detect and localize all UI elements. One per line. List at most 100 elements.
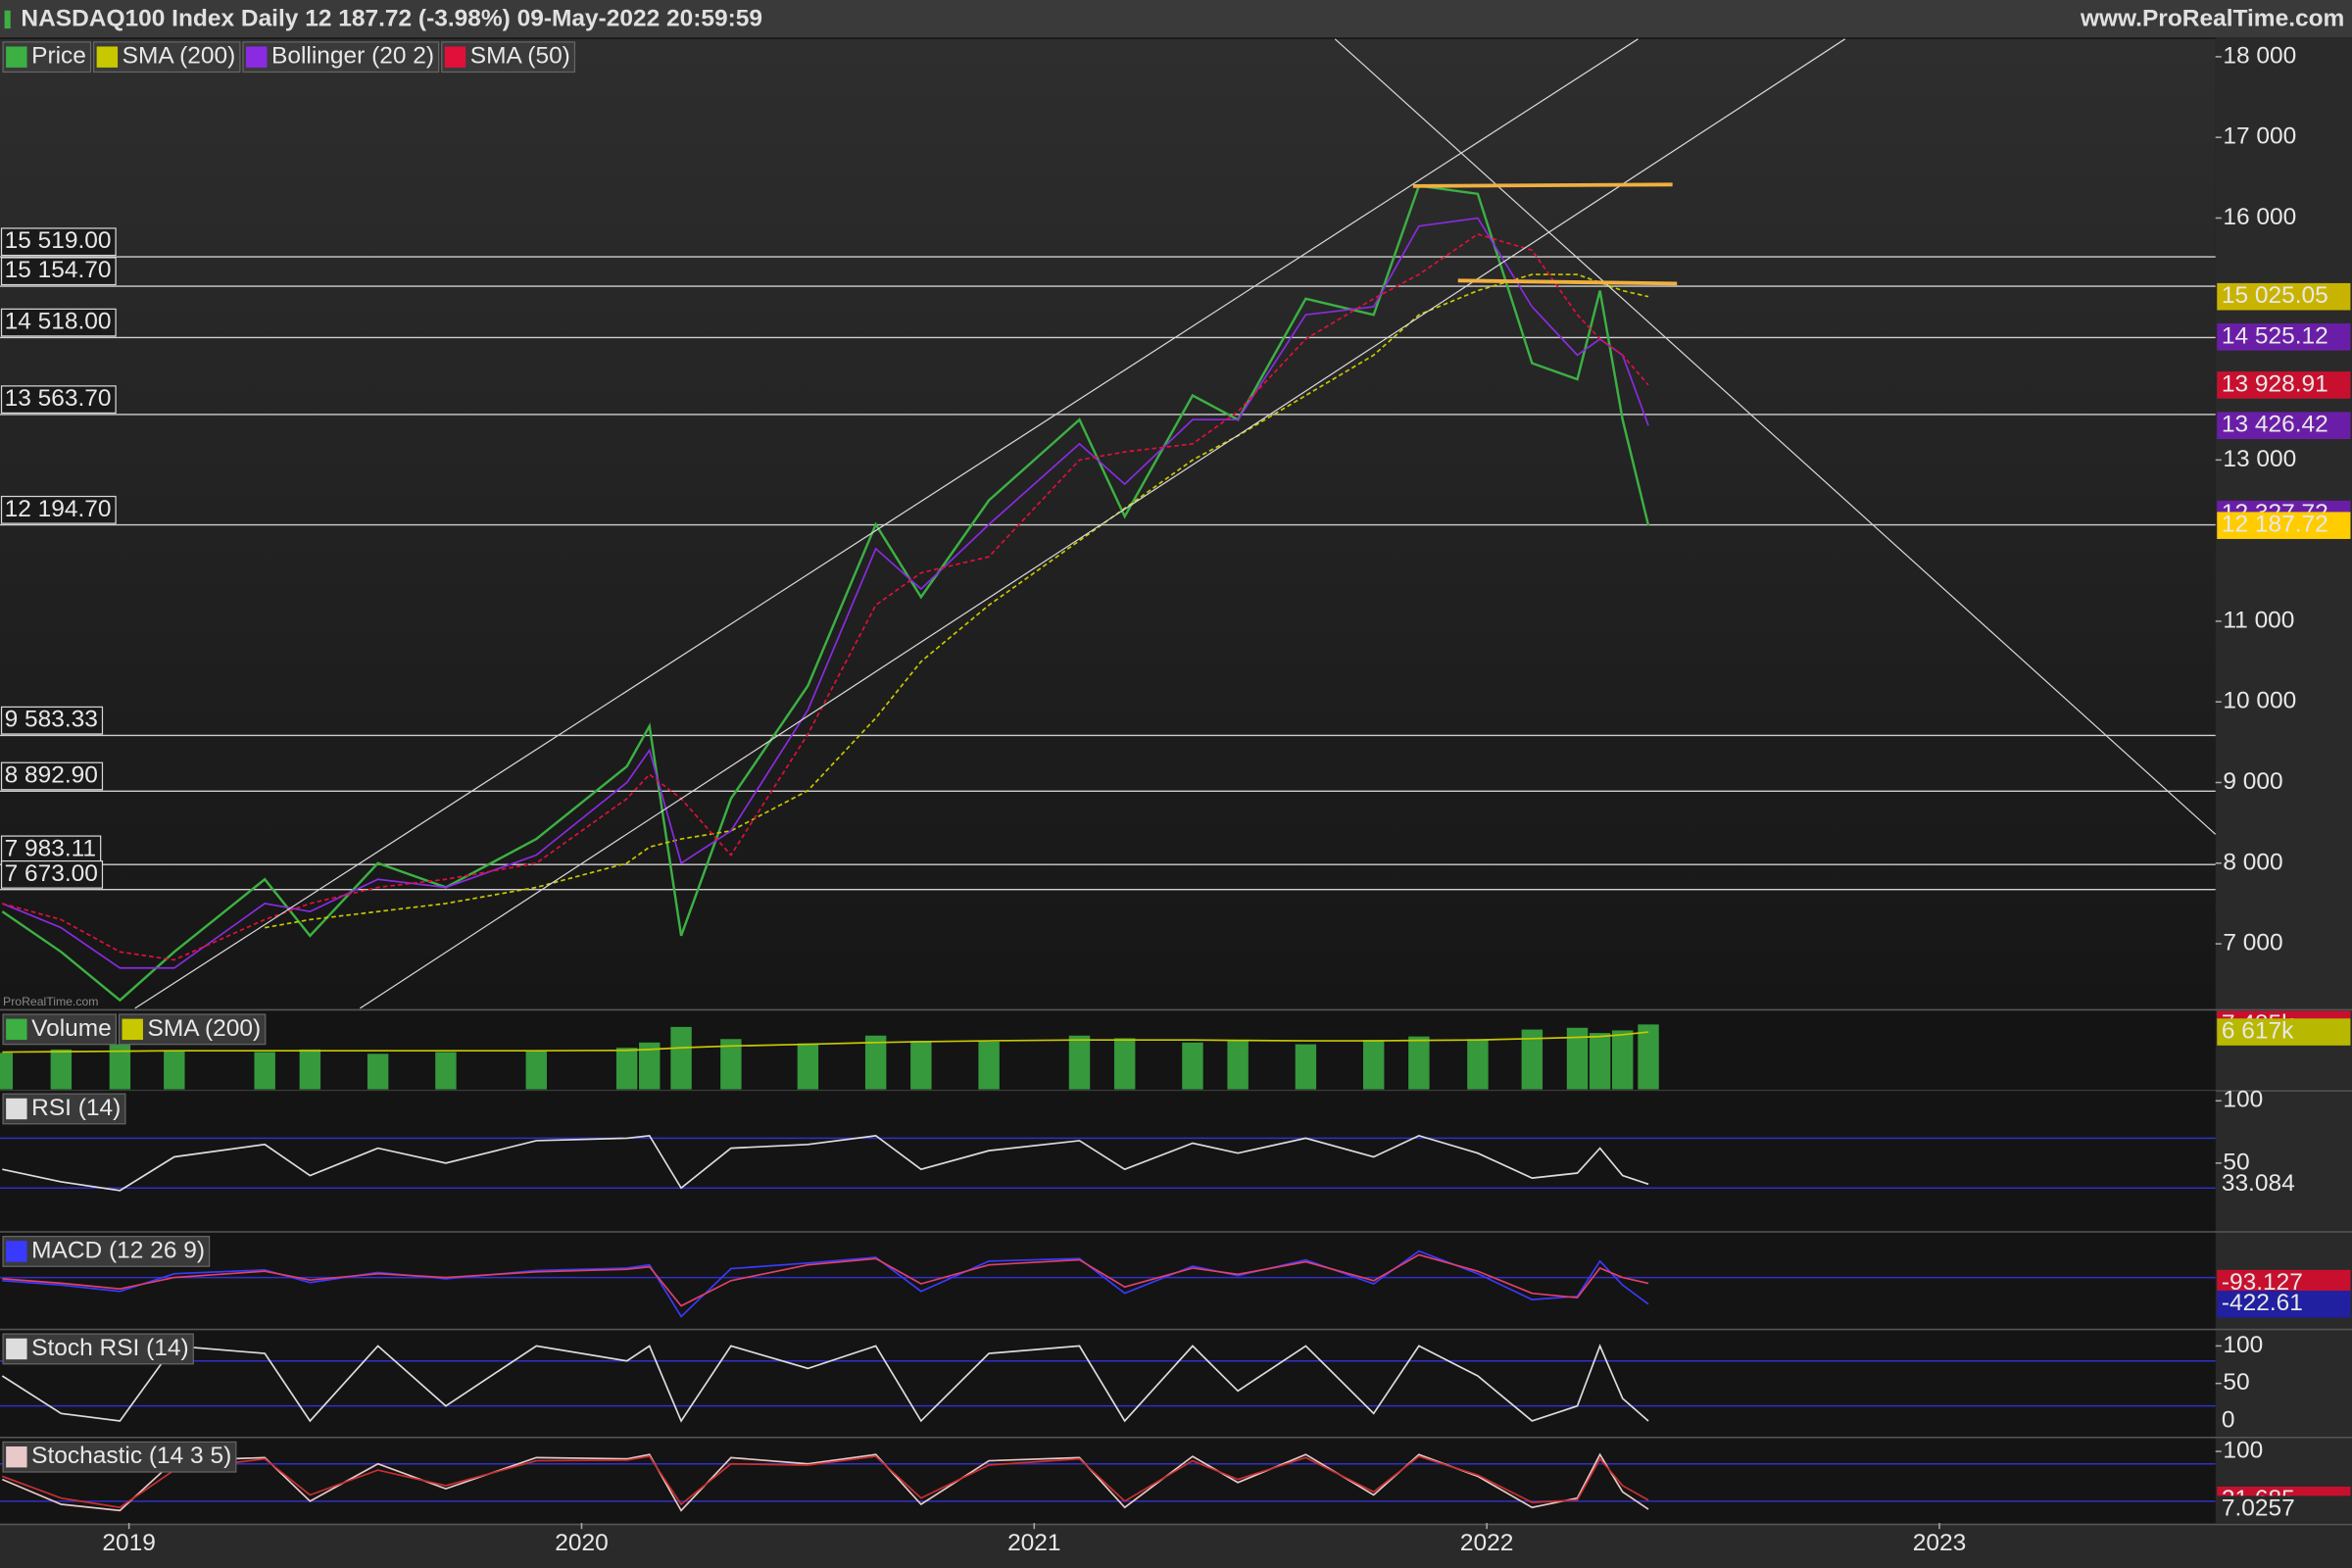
trend-line xyxy=(134,38,1639,1009)
panel-background xyxy=(0,1331,2216,1437)
drawings xyxy=(134,38,2217,1009)
site-name: www.ProRealTime.com xyxy=(2080,5,2344,31)
volume-bar xyxy=(1182,1042,1203,1090)
legend-box xyxy=(2,1236,211,1267)
resistance-line xyxy=(1412,182,1673,188)
level-label: 7 673.00 xyxy=(5,860,98,887)
legend-label: SMA (50) xyxy=(470,43,570,70)
x-tick-label: 2023 xyxy=(1913,1530,1966,1556)
watermark: ProRealTime.com xyxy=(3,995,98,1008)
chart-title: NASDAQ100 Index Daily 12 187.72 (-3.98%)… xyxy=(21,5,762,31)
level-label: 15 519.00 xyxy=(5,227,112,254)
legend-box xyxy=(92,41,241,74)
series-line xyxy=(2,1134,1649,1192)
series-line xyxy=(2,1250,1649,1318)
last-value-box xyxy=(2217,1170,2351,1199)
volume-bar xyxy=(670,1026,692,1090)
last-value-box xyxy=(2217,1495,2351,1523)
legend-box xyxy=(2,1441,237,1473)
level-label: 13 563.70 xyxy=(5,385,112,412)
volume-bar xyxy=(615,1048,638,1090)
volume-bar xyxy=(1589,1033,1611,1090)
legend-swatch xyxy=(96,46,119,68)
legend-swatch xyxy=(6,46,27,68)
last-value-label: 12 187.72 xyxy=(2222,512,2328,538)
volume-bar xyxy=(797,1043,819,1090)
y-tick-label: 100 xyxy=(2223,1087,2263,1113)
legend-swatch xyxy=(246,46,268,68)
level-label: 8 892.90 xyxy=(5,761,98,788)
legend-label: RSI (14) xyxy=(31,1095,121,1121)
last-value-label: 6 617k xyxy=(2222,1018,2294,1045)
series-line xyxy=(1,184,1650,1003)
last-value-label: 13 928.91 xyxy=(2222,370,2328,397)
last-value-label: 15 025.05 xyxy=(2222,282,2328,309)
level-label-box xyxy=(0,706,104,735)
volume-bar xyxy=(254,1052,275,1090)
y-tick-label: 11 000 xyxy=(2223,607,2294,633)
last-value-label: 13 426.42 xyxy=(2222,412,2328,438)
volume-bar xyxy=(1521,1029,1544,1090)
series-line xyxy=(2,1253,1649,1307)
volume-bar xyxy=(50,1049,73,1090)
volume-bar xyxy=(1566,1027,1589,1090)
volume-bar xyxy=(525,1050,547,1090)
legend-label: Stochastic (14 3 5) xyxy=(31,1443,231,1469)
last-value-box xyxy=(2217,282,2351,311)
trend-line xyxy=(1334,38,2217,835)
panel-background xyxy=(0,1439,2216,1524)
y-tick-label: 10 000 xyxy=(2223,688,2296,714)
legend-label: MACD (12 26 9) xyxy=(31,1237,205,1263)
level-label-box xyxy=(0,835,102,864)
volume-bar xyxy=(720,1039,742,1090)
legend-label: Bollinger (20 2) xyxy=(271,43,434,70)
x-tick-label: 2022 xyxy=(1460,1530,1513,1556)
volume-bar xyxy=(1467,1039,1489,1090)
y-tick-label: 9 000 xyxy=(2223,768,2282,795)
legend-swatch xyxy=(6,1241,27,1262)
last-value-box xyxy=(2217,371,2351,399)
volume-bar xyxy=(978,1041,1000,1090)
last-value-box xyxy=(2217,1018,2351,1046)
y-tick-label: 100 xyxy=(2223,1332,2263,1358)
x-tick-label: 2021 xyxy=(1007,1530,1060,1556)
series-line xyxy=(2,1455,1649,1509)
legend-label: Price xyxy=(31,43,86,70)
level-label: 9 583.33 xyxy=(5,707,98,733)
last-value-box xyxy=(2217,1290,2351,1318)
legend-swatch xyxy=(6,1098,27,1120)
last-value-label: 33.084 xyxy=(2222,1170,2295,1197)
volume-bar xyxy=(164,1050,185,1090)
level-label-box xyxy=(0,859,104,889)
y-tick-label: 17 000 xyxy=(2223,123,2296,150)
series-line xyxy=(2,1031,1649,1054)
volume-bar xyxy=(1068,1035,1091,1090)
legend-label: SMA (200) xyxy=(148,1015,262,1042)
series-line xyxy=(2,233,1649,961)
last-value-box xyxy=(2217,1407,2351,1435)
volume-bar xyxy=(910,1041,932,1090)
legend-swatch xyxy=(444,46,466,68)
trend-line xyxy=(360,38,1845,1009)
volume-bar xyxy=(1362,1040,1385,1090)
volume-bar xyxy=(1227,1041,1249,1090)
volume-bar xyxy=(1408,1036,1430,1090)
volume-bar xyxy=(1638,1024,1659,1090)
y-tick-label: 7 000 xyxy=(2223,930,2282,956)
series-line xyxy=(1,1344,1649,1423)
series-line xyxy=(1,1452,1649,1512)
last-value-box xyxy=(2217,512,2351,539)
volume-bar xyxy=(435,1052,457,1090)
y-tick-label: 13 000 xyxy=(2223,446,2296,472)
level-label-box xyxy=(0,308,117,337)
last-value-label: -422.61 xyxy=(2222,1290,2303,1316)
y-tick-label: 18 000 xyxy=(2223,42,2296,69)
volume-bar xyxy=(367,1054,389,1090)
legend-box xyxy=(118,1013,267,1046)
level-label-box xyxy=(0,227,117,257)
legend-swatch xyxy=(122,1018,143,1041)
y-tick-label: 100 xyxy=(2223,1437,2263,1463)
last-value-label: 14 525.12 xyxy=(2222,322,2328,349)
level-label: 7 983.11 xyxy=(5,835,96,861)
